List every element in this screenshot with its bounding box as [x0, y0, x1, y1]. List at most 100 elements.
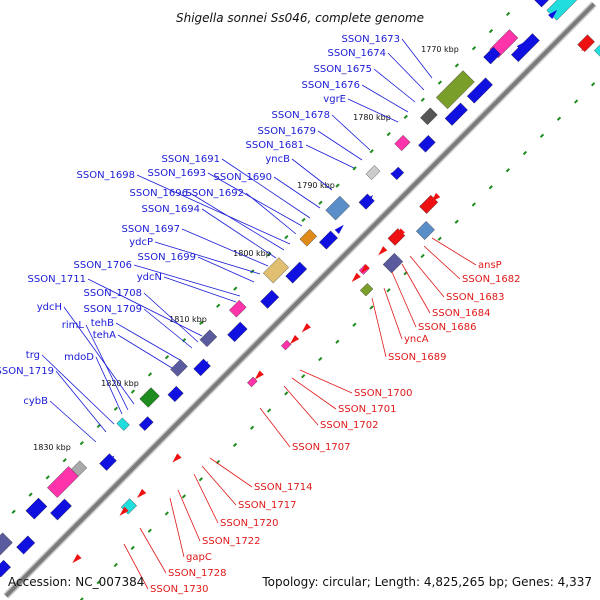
forward-arrow-0-shape — [548, 9, 558, 20]
gc-mark-reverse-26-shape — [505, 168, 511, 173]
forward-arrow-9-shape — [290, 269, 300, 279]
forward-gene-label-22: SSON_1708 — [84, 288, 143, 299]
forward-gene-label-10: SSON_1691 — [162, 154, 221, 165]
forward-gene-label-23: SSON_1709 — [84, 304, 143, 315]
gc-mark-reverse-23-shape — [454, 219, 459, 224]
gc-mark-reverse-7-shape — [181, 494, 187, 499]
forward-feature-4 — [483, 46, 501, 65]
forward-feature-1-body — [534, 0, 556, 8]
gc-mark-reverse-26 — [505, 168, 511, 173]
forward-gene-label-12: SSON_1692 — [186, 188, 245, 199]
forward-arrow-7 — [334, 224, 344, 234]
forward-arrow-10-shape — [264, 295, 274, 305]
gc-mark-reverse-19 — [386, 288, 391, 293]
gc-mark-reverse-28 — [539, 133, 545, 138]
forward-arrow-17-shape — [20, 541, 30, 551]
forward-arrow-0 — [548, 9, 558, 20]
gc-mark-reverse-4-shape — [130, 545, 135, 551]
gc-mark-reverse-1 — [79, 597, 84, 600]
forward-leader-24 — [115, 322, 181, 361]
reverse-gene-label-15: gapC — [186, 552, 212, 563]
reverse-arrow-0-shape — [581, 41, 591, 52]
forward-gene-label-18: SSON_1699 — [138, 252, 197, 263]
gc-mark-forward-26 — [420, 97, 425, 102]
gc-mark-reverse-21 — [420, 253, 425, 259]
tick-label-0: 1770 kbp — [421, 45, 459, 54]
reverse-leader-8 — [291, 377, 337, 410]
gc-mark-reverse-27-shape — [522, 150, 528, 156]
forward-arrow-15-shape — [105, 455, 115, 465]
reverse-feature-5-body — [382, 252, 404, 274]
forward-gene-label-2: SSON_1675 — [314, 64, 373, 75]
forward-feature-1 — [534, 0, 556, 8]
reverse-feature-3 — [415, 221, 435, 240]
forward-arrow-5 — [390, 168, 400, 178]
forward-feature-9-body — [418, 135, 436, 153]
gc-mark-reverse-16-shape — [335, 339, 340, 344]
forward-feature-8 — [420, 107, 438, 126]
forward-feature-6-body — [435, 70, 475, 110]
forward-arrow-6-shape — [364, 195, 374, 205]
gc-mark-reverse-8 — [198, 477, 204, 482]
forward-leader-5 — [331, 114, 371, 151]
forward-arrow-14 — [140, 420, 150, 430]
forward-gene-label-13: SSON_1698 — [77, 170, 136, 181]
gc-mark-forward-13 — [199, 320, 204, 326]
forward-feature-24 — [170, 359, 188, 377]
reverse-arrow-11 — [119, 506, 129, 516]
gc-mark-reverse-24-shape — [471, 202, 476, 207]
gc-mark-forward-20 — [318, 200, 323, 205]
reverse-leader-14 — [177, 489, 201, 542]
gc-mark-forward-22-shape — [352, 166, 357, 171]
gc-mark-forward-29 — [471, 46, 477, 51]
gc-mark-forward-28-shape — [454, 63, 460, 68]
reverse-gene-label-3: SSON_1684 — [432, 308, 491, 319]
gc-mark-reverse-14 — [301, 374, 306, 379]
reverse-gene-label-8: SSON_1701 — [338, 404, 397, 415]
forward-gene-label-20: ydcN — [137, 272, 162, 283]
reverse-arrow-2-shape — [395, 228, 405, 238]
forward-feature-22-body — [199, 329, 218, 348]
gc-mark-forward-30 — [488, 28, 494, 34]
reverse-arrow-6-shape — [301, 323, 311, 333]
reverse-arrow-12 — [72, 553, 82, 564]
gc-mark-reverse-17 — [352, 322, 357, 327]
forward-leader-8 — [291, 158, 333, 191]
forward-gene-label-14: SSON_1696 — [130, 188, 189, 199]
gc-mark-forward-3-shape — [28, 492, 33, 497]
forward-feature-24-body — [170, 359, 188, 377]
forward-feature-18 — [262, 257, 290, 284]
forward-gene-label-1: SSON_1674 — [328, 48, 387, 59]
forward-arrow-15 — [105, 455, 115, 465]
forward-arrow-2 — [475, 82, 485, 92]
gc-mark-reverse-3-shape — [113, 562, 118, 568]
gc-mark-forward-26-shape — [420, 97, 425, 102]
reverse-arrow-8 — [254, 370, 264, 380]
reverse-arrow-5-shape — [351, 272, 361, 282]
forward-feature-31 — [47, 466, 79, 498]
reverse-leader-17 — [123, 543, 149, 590]
forward-gene-label-29: trg — [26, 350, 40, 361]
forward-leader-31 — [49, 400, 97, 443]
forward-leader-18 — [197, 256, 255, 283]
gc-mark-forward-14-shape — [216, 303, 221, 308]
gc-mark-forward-6-shape — [79, 440, 84, 446]
forward-feature-7 — [444, 102, 468, 126]
gc-mark-reverse-5-shape — [147, 528, 152, 533]
forward-arrow-17 — [20, 541, 30, 551]
gc-mark-reverse-19-shape — [386, 288, 391, 293]
forward-leader-15 — [201, 208, 277, 259]
gc-mark-forward-27-shape — [437, 80, 443, 85]
forward-leader-26 — [63, 306, 135, 405]
reverse-gene-label-11: SSON_1714 — [254, 482, 313, 493]
gc-mark-reverse-12 — [266, 408, 272, 413]
forward-feature-16-body — [299, 228, 318, 247]
gc-mark-reverse-15 — [318, 356, 323, 362]
gc-mark-reverse-8-shape — [198, 477, 204, 482]
tick-label-4: 1810 kbp — [169, 315, 207, 324]
map-title: Shigella sonnei Ss046, complete genome — [176, 11, 424, 25]
forward-arrow-1-shape — [516, 41, 527, 51]
forward-leader-30 — [55, 370, 107, 433]
reverse-arrow-11-shape — [119, 506, 129, 516]
